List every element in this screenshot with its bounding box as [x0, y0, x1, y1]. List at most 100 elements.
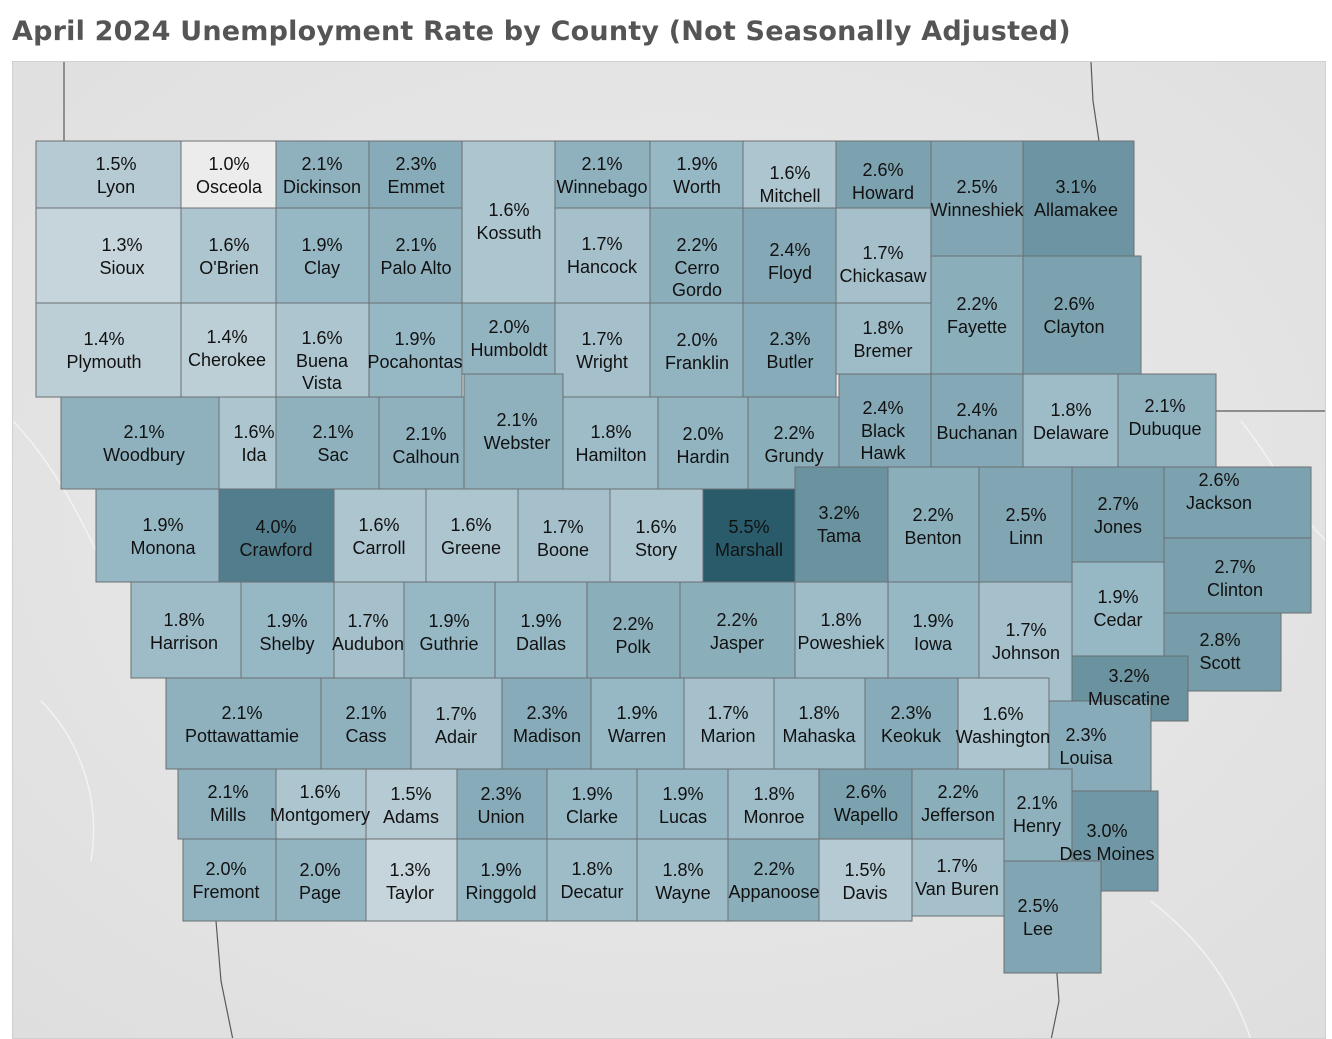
county-clinton[interactable]: [1163, 537, 1312, 614]
county-pocahontas[interactable]: [368, 302, 463, 398]
county-keokuk[interactable]: [864, 677, 959, 770]
county-clayton[interactable]: [1022, 255, 1142, 375]
county-benton[interactable]: [887, 466, 980, 583]
county-woodbury[interactable]: [60, 396, 220, 490]
county-rate-label: 1.8%: [571, 859, 612, 879]
county-linn[interactable]: [978, 466, 1073, 583]
county-allamakee[interactable]: [1022, 140, 1135, 257]
county-plymouth[interactable]: [35, 302, 182, 398]
county-jefferson[interactable]: [911, 768, 1005, 840]
county-decatur[interactable]: [546, 838, 638, 922]
county-hardin[interactable]: [657, 396, 749, 490]
county-harrison[interactable]: [130, 581, 242, 679]
county-fayette[interactable]: [930, 255, 1024, 375]
county-pottawattamie[interactable]: [165, 677, 322, 770]
county-union[interactable]: [456, 768, 548, 840]
county-wright[interactable]: [554, 302, 651, 398]
county-winneshiek[interactable]: [930, 140, 1024, 257]
county-audubon[interactable]: [333, 581, 405, 679]
county-sioux[interactable]: [35, 207, 182, 304]
county-buena-vista[interactable]: [275, 302, 370, 398]
county-monona[interactable]: [95, 488, 220, 583]
county-butler[interactable]: [742, 302, 837, 398]
county-cherokee[interactable]: [180, 302, 277, 398]
county-rate-label: 1.8%: [798, 703, 839, 723]
county-washington[interactable]: [957, 677, 1050, 770]
county-name-label: Union: [477, 807, 524, 827]
county-crawford[interactable]: [218, 488, 335, 583]
county-adams[interactable]: [365, 768, 458, 840]
county-black-hawk[interactable]: [838, 373, 932, 468]
county-marion[interactable]: [683, 677, 775, 770]
county-cedar[interactable]: [1071, 561, 1165, 657]
county-story[interactable]: [609, 488, 704, 583]
county-lyon[interactable]: [35, 140, 182, 209]
county-henry[interactable]: [1003, 768, 1073, 862]
county-polk[interactable]: [586, 581, 681, 679]
county-howard[interactable]: [835, 140, 932, 209]
map-frame[interactable]: 1.5% Lyon 1.0% Osceola 2.1% Dickinson 2.3% Emme…: [12, 61, 1326, 1039]
county-clay[interactable]: [275, 207, 370, 304]
county-carroll[interactable]: [333, 488, 427, 583]
county-winnebago[interactable]: [554, 140, 651, 209]
county-cass[interactable]: [320, 677, 412, 770]
county-greene[interactable]: [425, 488, 519, 583]
county-osceola[interactable]: [180, 140, 277, 209]
county-sac[interactable]: [275, 396, 380, 490]
county-mahaska[interactable]: [773, 677, 866, 770]
county-lucas[interactable]: [636, 768, 729, 840]
county-guthrie[interactable]: [403, 581, 496, 679]
county-dubuque[interactable]: [1117, 373, 1217, 468]
county-page[interactable]: [275, 838, 367, 922]
county-dallas[interactable]: [494, 581, 588, 679]
county-iowa[interactable]: [887, 581, 980, 679]
county-franklin[interactable]: [649, 302, 744, 398]
county-o-brien[interactable]: [180, 207, 277, 304]
county-buchanan[interactable]: [930, 373, 1024, 468]
county-palo-alto[interactable]: [368, 207, 463, 304]
county-davis[interactable]: [818, 838, 913, 922]
county-kossuth[interactable]: [461, 140, 556, 304]
county-humboldt[interactable]: [461, 302, 556, 375]
county-bremer[interactable]: [835, 302, 932, 375]
county-cerro-gordo[interactable]: [649, 207, 744, 304]
county-clarke[interactable]: [546, 768, 638, 840]
county-chickasaw[interactable]: [835, 207, 932, 304]
county-name-label: Appanoose: [728, 882, 819, 902]
county-mills[interactable]: [177, 768, 277, 840]
county-taylor[interactable]: [365, 838, 458, 922]
county-floyd[interactable]: [742, 207, 837, 304]
county-tama[interactable]: [794, 466, 889, 583]
county-rate-label: 2.2%: [753, 859, 794, 879]
county-lee[interactable]: [1003, 860, 1102, 974]
county-fremont[interactable]: [182, 838, 277, 922]
county-rate-label: 1.8%: [662, 860, 703, 880]
county-van-buren[interactable]: [911, 838, 1005, 917]
county-wayne[interactable]: [636, 838, 729, 922]
county-hancock[interactable]: [554, 207, 651, 304]
county-warren[interactable]: [590, 677, 685, 770]
county-hamilton[interactable]: [562, 396, 659, 490]
county-wapello[interactable]: [818, 768, 913, 840]
county-worth[interactable]: [649, 140, 744, 209]
county-jones[interactable]: [1071, 466, 1165, 563]
county-ida[interactable]: [218, 396, 277, 490]
county-madison[interactable]: [501, 677, 592, 770]
county-monroe[interactable]: [727, 768, 820, 840]
iowa-county-map[interactable]: 1.5% Lyon 1.0% Osceola 2.1% Dickinson 2.3% Emme…: [13, 62, 1326, 1039]
county-rate-label: 2.1%: [1144, 396, 1185, 416]
county-name-label: Cherokee: [188, 350, 266, 370]
county-name-label: Woodbury: [103, 445, 185, 465]
county-ringgold[interactable]: [456, 838, 548, 922]
county-rate-label: 2.2%: [956, 294, 997, 314]
county-montgomery[interactable]: [275, 768, 367, 840]
county-delaware[interactable]: [1022, 373, 1119, 468]
county-name-label: Gordo: [672, 280, 722, 300]
county-webster[interactable]: [463, 373, 564, 490]
county-dickinson[interactable]: [275, 140, 370, 209]
county-appanoose[interactable]: [727, 838, 820, 922]
county-rate-label: 1.9%: [142, 515, 183, 535]
county-emmet[interactable]: [368, 140, 463, 209]
county-poweshiek[interactable]: [794, 581, 889, 679]
county-jasper[interactable]: [679, 581, 796, 679]
